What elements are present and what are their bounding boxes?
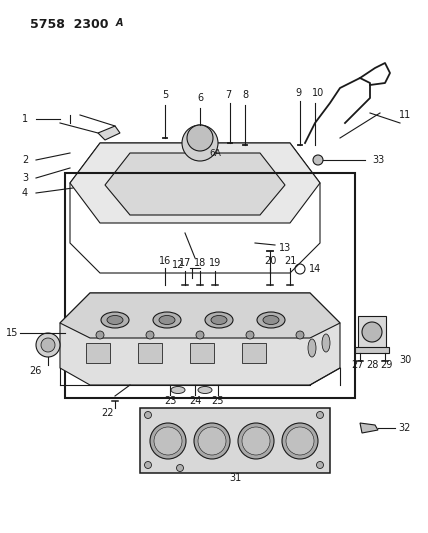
Circle shape (154, 427, 182, 455)
Circle shape (145, 462, 152, 469)
Text: 24: 24 (189, 396, 201, 406)
Text: 7: 7 (225, 90, 231, 100)
Text: 20: 20 (264, 256, 276, 266)
Text: 6: 6 (197, 93, 203, 103)
Text: 22: 22 (102, 408, 114, 418)
Circle shape (282, 423, 318, 459)
Circle shape (242, 427, 270, 455)
Text: 4: 4 (22, 188, 28, 198)
Text: 1: 1 (22, 114, 28, 124)
Bar (65, 173, 355, 398)
Ellipse shape (263, 316, 279, 325)
Circle shape (362, 322, 382, 342)
Text: 28: 28 (366, 360, 378, 370)
Bar (138, 343, 162, 363)
Ellipse shape (205, 312, 233, 328)
Circle shape (194, 423, 230, 459)
Text: 32: 32 (399, 423, 411, 433)
Text: 29: 29 (380, 360, 392, 370)
Polygon shape (105, 153, 285, 215)
Ellipse shape (101, 312, 129, 328)
Circle shape (176, 464, 184, 472)
Ellipse shape (153, 312, 181, 328)
Circle shape (187, 125, 213, 151)
Ellipse shape (198, 386, 212, 393)
Text: 14: 14 (309, 264, 321, 274)
Text: 23: 23 (164, 396, 176, 406)
Text: 5: 5 (162, 90, 168, 100)
Circle shape (316, 411, 324, 418)
Ellipse shape (159, 316, 175, 325)
Text: 31: 31 (229, 473, 241, 483)
Text: 9: 9 (295, 88, 301, 98)
Ellipse shape (308, 339, 316, 357)
Ellipse shape (211, 316, 227, 325)
Text: 27: 27 (352, 360, 364, 370)
Text: 26: 26 (29, 366, 41, 376)
Text: 17: 17 (179, 258, 191, 268)
Text: 21: 21 (284, 256, 296, 266)
Circle shape (196, 331, 204, 339)
Text: 8: 8 (242, 90, 248, 100)
Bar (190, 343, 214, 363)
Circle shape (246, 331, 254, 339)
Polygon shape (60, 293, 340, 385)
Bar (86, 343, 110, 363)
Ellipse shape (107, 316, 123, 325)
Text: 16: 16 (159, 256, 171, 266)
Text: 12: 12 (172, 260, 184, 270)
Circle shape (96, 331, 104, 339)
Text: 30: 30 (399, 355, 411, 365)
Bar (242, 343, 266, 363)
Bar (358, 316, 386, 348)
Polygon shape (98, 126, 120, 140)
Text: 5758  2300: 5758 2300 (30, 18, 109, 31)
Polygon shape (60, 293, 340, 338)
Text: 18: 18 (194, 258, 206, 268)
Circle shape (150, 423, 186, 459)
Circle shape (145, 411, 152, 418)
Circle shape (296, 331, 304, 339)
Circle shape (36, 333, 60, 357)
Text: 15: 15 (6, 328, 18, 338)
Ellipse shape (257, 312, 285, 328)
Text: 33: 33 (372, 155, 384, 165)
Circle shape (316, 462, 324, 469)
Bar (355, 347, 389, 353)
Circle shape (238, 423, 274, 459)
Circle shape (146, 331, 154, 339)
Text: 19: 19 (209, 258, 221, 268)
Circle shape (41, 338, 55, 352)
Circle shape (286, 427, 314, 455)
Text: 11: 11 (399, 110, 411, 120)
Polygon shape (70, 143, 320, 223)
Text: 2: 2 (22, 155, 28, 165)
Polygon shape (360, 423, 378, 433)
Text: 6A: 6A (209, 149, 221, 157)
Text: A: A (116, 18, 124, 28)
Bar (140, 408, 330, 473)
Circle shape (313, 155, 323, 165)
Circle shape (198, 427, 226, 455)
Text: 25: 25 (212, 396, 224, 406)
Ellipse shape (322, 334, 330, 352)
Text: 13: 13 (279, 243, 291, 253)
Text: 10: 10 (312, 88, 324, 98)
Circle shape (182, 125, 218, 161)
Text: 3: 3 (22, 173, 28, 183)
Ellipse shape (171, 386, 185, 393)
